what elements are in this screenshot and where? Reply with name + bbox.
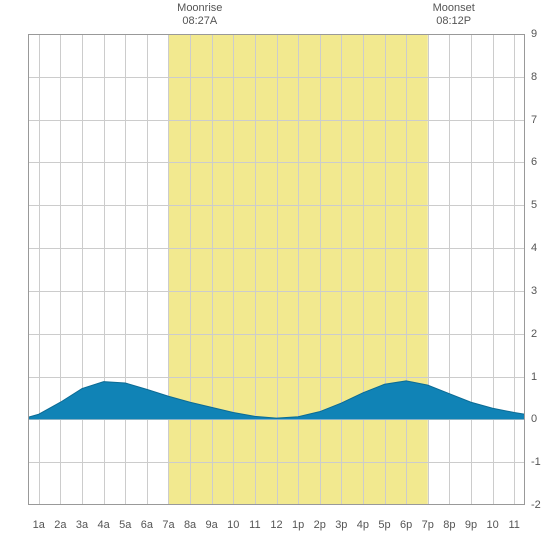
x-tick-label: 3p [335, 519, 347, 531]
plot-area [28, 34, 525, 505]
x-tick-label: 6a [141, 519, 153, 531]
moonset-time: 08:12P [433, 15, 475, 28]
x-tick-label: 2a [54, 519, 66, 531]
x-tick-label: 1a [33, 519, 45, 531]
tide-moon-chart: Moonrise 08:27A Moonset 08:12P -2-101234… [0, 0, 550, 550]
y-tick-label: 7 [531, 114, 549, 126]
x-tick-label: 4a [98, 519, 110, 531]
y-tick-label: -1 [531, 456, 549, 468]
x-tick-label: 9a [206, 519, 218, 531]
moonset-label: Moonset 08:12P [433, 2, 475, 28]
x-tick-label: 8p [443, 519, 455, 531]
x-tick-label: 10 [227, 519, 239, 531]
x-tick-label: 10 [486, 519, 498, 531]
x-tick-label: 6p [400, 519, 412, 531]
x-tick-label: 5a [119, 519, 131, 531]
x-tick-label: 11 [249, 519, 260, 531]
y-tick-label: 5 [531, 199, 549, 211]
y-tick-label: 2 [531, 328, 549, 340]
y-tick-label: 1 [531, 371, 549, 383]
x-tick-label: 11 [508, 519, 519, 531]
x-tick-label: 12 [270, 519, 282, 531]
x-tick-label: 8a [184, 519, 196, 531]
x-tick-label: 7p [422, 519, 434, 531]
y-tick-label: 3 [531, 285, 549, 297]
moonrise-time: 08:27A [177, 15, 222, 28]
moonset-title: Moonset [433, 2, 475, 15]
x-tick-label: 3a [76, 519, 88, 531]
y-tick-label: 6 [531, 156, 549, 168]
y-tick-label: 4 [531, 242, 549, 254]
x-tick-label: 5p [378, 519, 390, 531]
plot-svg [28, 34, 525, 505]
y-tick-label: 0 [531, 413, 549, 425]
x-tick-label: 9p [465, 519, 477, 531]
x-tick-label: 1p [292, 519, 304, 531]
x-tick-label: 7a [162, 519, 174, 531]
y-tick-label: 8 [531, 71, 549, 83]
y-tick-label: -2 [531, 499, 549, 511]
y-tick-label: 9 [531, 28, 549, 40]
moonrise-label: Moonrise 08:27A [177, 2, 222, 28]
moonrise-title: Moonrise [177, 2, 222, 15]
x-tick-label: 4p [357, 519, 369, 531]
x-tick-label: 2p [314, 519, 326, 531]
